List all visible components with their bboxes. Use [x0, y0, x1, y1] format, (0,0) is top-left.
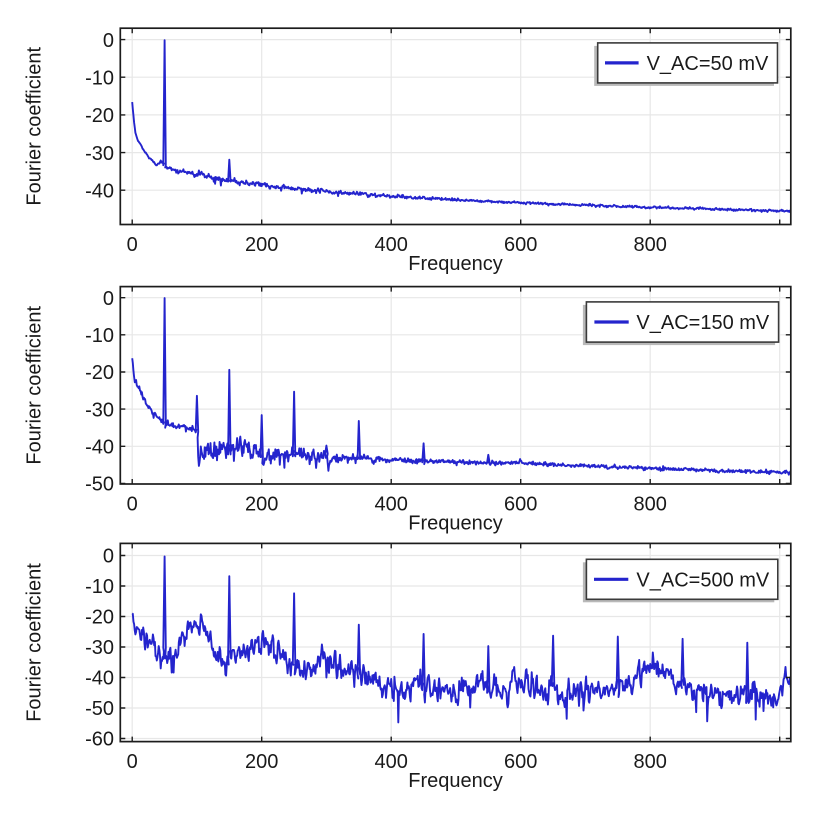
svg-text:200: 200: [245, 751, 278, 773]
svg-text:-20: -20: [85, 607, 114, 629]
svg-text:-20: -20: [85, 105, 114, 127]
svg-text:400: 400: [375, 493, 408, 515]
svg-text:Fourier coefficient: Fourier coefficient: [24, 563, 46, 722]
svg-text:600: 600: [504, 751, 537, 773]
svg-text:600: 600: [504, 493, 537, 515]
svg-text:-60: -60: [85, 729, 114, 751]
svg-text:-40: -40: [85, 180, 114, 202]
svg-text:Fourier coefficient: Fourier coefficient: [24, 306, 46, 465]
svg-text:-20: -20: [85, 362, 114, 384]
svg-text:0: 0: [103, 30, 114, 52]
svg-text:-10: -10: [85, 576, 114, 598]
svg-text:-30: -30: [85, 637, 114, 659]
svg-text:-30: -30: [85, 143, 114, 165]
svg-text:0: 0: [127, 234, 138, 256]
svg-text:0: 0: [127, 751, 138, 773]
svg-text:Frequency: Frequency: [408, 513, 503, 535]
svg-text:400: 400: [375, 234, 408, 256]
svg-text:600: 600: [504, 234, 537, 256]
svg-text:200: 200: [245, 493, 278, 515]
svg-text:V_AC=150 mV: V_AC=150 mV: [636, 312, 770, 334]
svg-text:-30: -30: [85, 399, 114, 421]
svg-text:-40: -40: [85, 437, 114, 459]
svg-text:V_AC=500 mV: V_AC=500 mV: [636, 570, 770, 592]
svg-text:-40: -40: [85, 668, 114, 690]
svg-text:800: 800: [634, 751, 667, 773]
svg-text:800: 800: [634, 493, 667, 515]
svg-text:-10: -10: [85, 68, 114, 90]
svg-text:Frequency: Frequency: [408, 770, 503, 792]
svg-text:Frequency: Frequency: [408, 253, 503, 275]
svg-text:0: 0: [103, 288, 114, 310]
svg-text:800: 800: [634, 234, 667, 256]
svg-text:-50: -50: [85, 474, 114, 496]
svg-text:V_AC=50 mV: V_AC=50 mV: [647, 53, 769, 75]
svg-text:Fourier coefficient: Fourier coefficient: [24, 47, 46, 206]
svg-text:400: 400: [375, 751, 408, 773]
svg-text:200: 200: [245, 234, 278, 256]
svg-text:-50: -50: [85, 698, 114, 720]
svg-text:-10: -10: [85, 325, 114, 347]
svg-text:0: 0: [127, 493, 138, 515]
svg-text:0: 0: [103, 546, 114, 568]
